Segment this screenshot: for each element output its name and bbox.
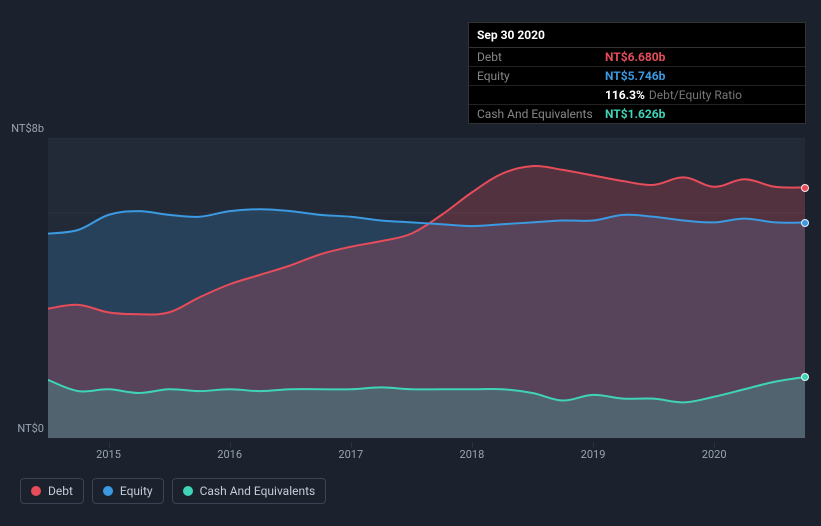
yaxis-tick-max: NT$8b <box>4 122 44 135</box>
legend-swatch-icon <box>183 486 193 496</box>
xaxis-tick-label: 2016 <box>217 448 242 461</box>
tooltip-row-label <box>477 88 605 102</box>
series-end-marker-cash <box>801 373 809 381</box>
tooltip-row-label: Cash And Equivalents <box>477 107 605 121</box>
legend-swatch-icon <box>103 486 113 496</box>
series-end-marker-debt <box>801 184 809 192</box>
tooltip-row: EquityNT$5.746b <box>469 67 805 86</box>
chart-plot-area[interactable] <box>48 138 805 438</box>
chart-xaxis: 2015 2016 2017 2018 2019 2020 <box>48 442 805 462</box>
tooltip-row-value: NT$6.680b <box>605 50 665 64</box>
series-end-marker-equity <box>801 219 809 227</box>
xaxis-tick-label: 2020 <box>702 448 727 461</box>
xaxis-tick-label: 2018 <box>460 448 485 461</box>
tooltip-row-label: Equity <box>477 69 605 83</box>
tooltip-row-extra: Debt/Equity Ratio <box>649 88 742 102</box>
tooltip-row: DebtNT$6.680b <box>469 48 805 67</box>
tooltip-row-value: 116.3%Debt/Equity Ratio <box>605 88 742 102</box>
legend-item-debt[interactable]: Debt <box>20 478 84 504</box>
tooltip-row-value: NT$5.746b <box>605 69 665 83</box>
xaxis-tick-label: 2015 <box>96 448 121 461</box>
yaxis-tick-min: NT$0 <box>4 422 44 435</box>
legend-item-label: Equity <box>120 484 153 498</box>
legend-item-label: Debt <box>48 484 73 498</box>
xaxis-tick-label: 2019 <box>581 448 606 461</box>
chart-legend: Debt Equity Cash And Equivalents <box>20 478 326 504</box>
chart-tooltip: Sep 30 2020 DebtNT$6.680bEquityNT$5.746b… <box>468 22 806 124</box>
tooltip-row: 116.3%Debt/Equity Ratio <box>469 86 805 105</box>
tooltip-row-label: Debt <box>477 50 605 64</box>
xaxis-tick-label: 2017 <box>338 448 363 461</box>
legend-item-equity[interactable]: Equity <box>92 478 164 504</box>
tooltip-row-value: NT$1.626b <box>605 107 665 121</box>
tooltip-date: Sep 30 2020 <box>469 23 805 48</box>
legend-item-label: Cash And Equivalents <box>200 484 316 498</box>
legend-item-cash-and-equivalents[interactable]: Cash And Equivalents <box>172 478 327 504</box>
legend-swatch-icon <box>31 486 41 496</box>
tooltip-row: Cash And EquivalentsNT$1.626b <box>469 105 805 123</box>
